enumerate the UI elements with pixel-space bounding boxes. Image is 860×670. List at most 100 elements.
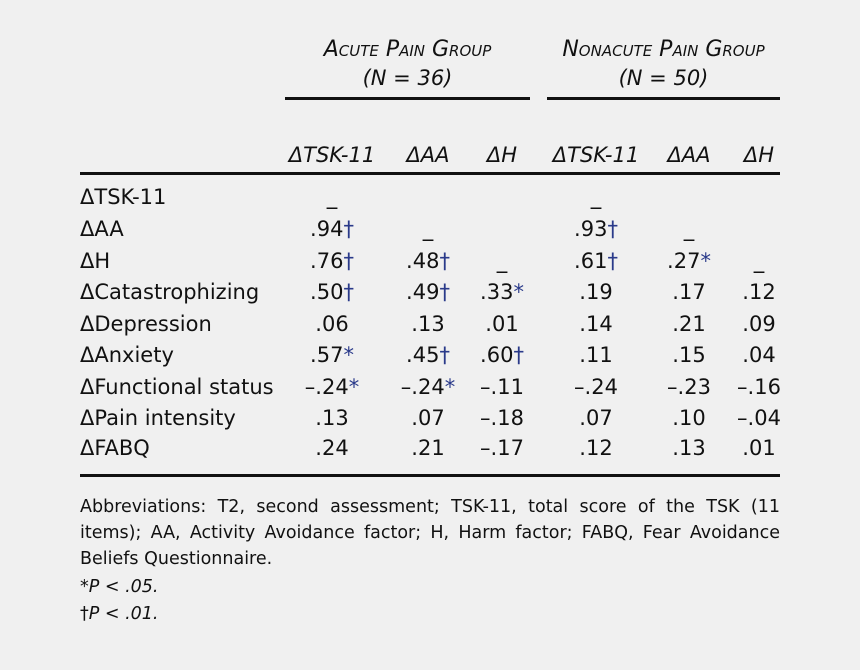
column-header: ΔAA bbox=[667, 143, 711, 167]
table-cell: .15 bbox=[649, 343, 729, 367]
cell-value: –.24 bbox=[400, 375, 445, 399]
significance-mark: * bbox=[444, 375, 456, 399]
table-cell: _ bbox=[649, 217, 729, 241]
cell-value: –.18 bbox=[480, 406, 524, 430]
row-label: ΔFunctional status bbox=[80, 375, 274, 399]
significance-mark: † bbox=[343, 217, 354, 241]
significance-mark: † bbox=[439, 249, 450, 273]
cell-value: .21 bbox=[411, 436, 445, 460]
table-cell: –.24* bbox=[292, 375, 372, 399]
cell-value: –.23 bbox=[667, 375, 711, 399]
table-cell: .21 bbox=[649, 312, 729, 336]
table-cell: .24 bbox=[292, 436, 372, 460]
group-n-acute: (N = 36) bbox=[362, 66, 453, 90]
cell-value: _ bbox=[753, 249, 765, 273]
table-cell: –.04 bbox=[719, 406, 799, 430]
significance-mark: † bbox=[607, 217, 618, 241]
cell-value: .21 bbox=[672, 312, 706, 336]
cell-value: .19 bbox=[579, 280, 613, 304]
table-cell: _ bbox=[462, 249, 542, 273]
row-label: ΔH bbox=[80, 249, 111, 273]
table-cell: –.24 bbox=[556, 375, 636, 399]
cell-value: .24 bbox=[315, 436, 349, 460]
cell-value: .04 bbox=[742, 343, 776, 367]
table-cell: .49† bbox=[388, 280, 468, 304]
cell-value: .13 bbox=[672, 436, 706, 460]
footnote-text: P < .05. bbox=[88, 577, 159, 597]
significance-mark: * bbox=[348, 375, 360, 399]
table-cell: –.18 bbox=[462, 406, 542, 430]
table-cell: _ bbox=[556, 185, 636, 209]
cell-value: .61 bbox=[574, 249, 608, 273]
table-cell: .06 bbox=[292, 312, 372, 336]
cell-value: .07 bbox=[579, 406, 613, 430]
cell-value: –.24 bbox=[304, 375, 349, 399]
cell-value: .57 bbox=[310, 343, 344, 367]
cell-value: _ bbox=[326, 185, 338, 209]
cell-value: .15 bbox=[672, 343, 706, 367]
significance-mark: * bbox=[343, 343, 354, 367]
bottom-rule bbox=[80, 474, 780, 477]
cell-value: –.16 bbox=[737, 375, 781, 399]
cell-value: –.24 bbox=[574, 375, 618, 399]
table-cell: .27* bbox=[649, 249, 729, 273]
table-cell: .14 bbox=[556, 312, 636, 336]
table-cell: .48† bbox=[388, 249, 468, 273]
table-cell: .07 bbox=[556, 406, 636, 430]
table-cell: .61† bbox=[556, 249, 636, 273]
significance-mark: * bbox=[513, 280, 524, 304]
row-label: ΔFABQ bbox=[80, 436, 150, 460]
table-cell: .01 bbox=[719, 436, 799, 460]
table-cell: .12 bbox=[556, 436, 636, 460]
table-cell: .45† bbox=[388, 343, 468, 367]
table-cell: .07 bbox=[388, 406, 468, 430]
footnote-text: P < .01. bbox=[88, 604, 159, 624]
column-header: ΔTSK-11 bbox=[552, 143, 640, 167]
header-rule bbox=[80, 172, 780, 175]
table-cell: .60† bbox=[462, 343, 542, 367]
table-cell: .09 bbox=[719, 312, 799, 336]
group-title-acute: Acute Pain Group bbox=[323, 37, 492, 62]
table-cell: .94† bbox=[292, 217, 372, 241]
table-cell: .33* bbox=[462, 280, 542, 304]
table-cell: .12 bbox=[719, 280, 799, 304]
cell-value: .12 bbox=[579, 436, 613, 460]
cell-value: .76 bbox=[310, 249, 344, 273]
group-title-nonacute: Nonacute Pain Group bbox=[562, 37, 765, 62]
cell-value: –.04 bbox=[737, 406, 781, 430]
table-cell: .10 bbox=[649, 406, 729, 430]
cell-value: .93 bbox=[574, 217, 608, 241]
cell-value: –.11 bbox=[480, 375, 524, 399]
cell-value: .49 bbox=[406, 280, 440, 304]
table-cell: .13 bbox=[388, 312, 468, 336]
cell-value: .01 bbox=[485, 312, 519, 336]
cell-value: .13 bbox=[315, 406, 349, 430]
table-cell: _ bbox=[292, 185, 372, 209]
cell-value: .10 bbox=[672, 406, 706, 430]
table-cell: _ bbox=[388, 217, 468, 241]
table-cell: .11 bbox=[556, 343, 636, 367]
cell-value: .17 bbox=[672, 280, 706, 304]
row-label: ΔAnxiety bbox=[80, 343, 174, 367]
row-label: ΔAA bbox=[80, 217, 124, 241]
cell-value: .33 bbox=[480, 280, 514, 304]
table-cell: .04 bbox=[719, 343, 799, 367]
significance-mark: † bbox=[439, 343, 450, 367]
table-cell: .01 bbox=[462, 312, 542, 336]
table-cell: .13 bbox=[649, 436, 729, 460]
cell-value: .27 bbox=[667, 249, 701, 273]
significance-mark: † bbox=[607, 249, 618, 273]
cell-value: .06 bbox=[315, 312, 349, 336]
cell-value: .11 bbox=[579, 343, 613, 367]
footnote-mark: * bbox=[80, 577, 89, 597]
table-cell: –.23 bbox=[649, 375, 729, 399]
significance-mark: † bbox=[343, 280, 354, 304]
group-rule-acute bbox=[285, 97, 530, 100]
cell-value: .45 bbox=[406, 343, 440, 367]
footnote-p05: *P < .05. bbox=[80, 574, 780, 600]
cell-value: _ bbox=[590, 185, 602, 209]
table-cell: .50† bbox=[292, 280, 372, 304]
table-cell: .57* bbox=[292, 343, 372, 367]
row-label: ΔTSK-11 bbox=[80, 185, 167, 209]
row-label: ΔCatastrophizing bbox=[80, 280, 260, 304]
